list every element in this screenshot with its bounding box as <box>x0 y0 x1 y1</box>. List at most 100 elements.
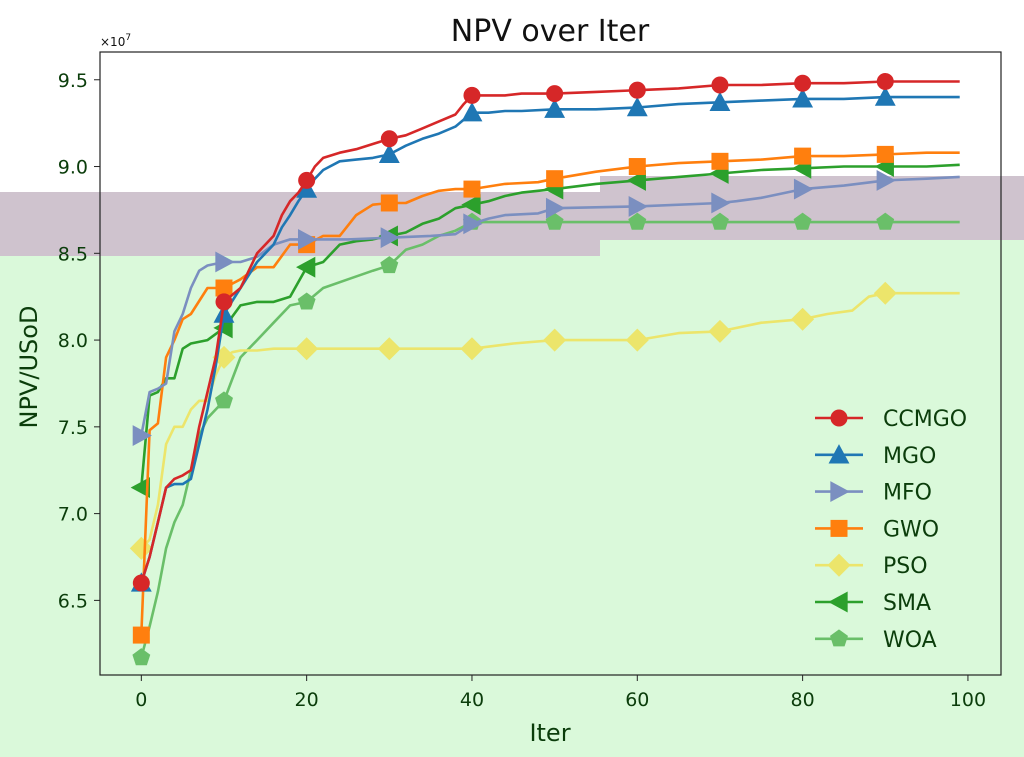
series-marker <box>463 86 481 104</box>
legend-marker <box>827 553 851 577</box>
series-marker <box>546 170 564 188</box>
legend-item-mgo: MGO <box>815 444 936 469</box>
series-ccmgo <box>132 73 960 592</box>
series-marker <box>130 477 150 499</box>
series-marker <box>380 256 399 274</box>
series-marker <box>874 86 896 106</box>
legend-item-pso: PSO <box>815 553 928 579</box>
y-axis-multiplier: ×107 <box>100 33 131 49</box>
y-tick-label: 7.0 <box>58 504 88 526</box>
y-axis-multiplier-base: ×10 <box>100 35 125 49</box>
x-tick-label: 60 <box>625 689 649 711</box>
y-tick-label: 6.5 <box>58 590 88 612</box>
series-marker <box>711 212 729 230</box>
upper-band-right <box>600 176 1024 240</box>
series-marker <box>463 180 481 198</box>
legend-item-woa: WOA <box>815 628 937 653</box>
series-marker <box>132 574 150 592</box>
series-marker <box>215 251 235 273</box>
legend-marker <box>828 591 848 613</box>
series-marker <box>461 194 481 216</box>
y-axis: 6.5 7.0 7.5 8.0 8.5 9.0 9.5 <box>58 70 100 612</box>
series-marker <box>711 76 729 94</box>
legend-marker <box>830 481 850 503</box>
series-marker <box>626 169 646 191</box>
series-marker <box>380 130 398 148</box>
series-marker <box>295 256 316 278</box>
legend: CCMGO MGO MFO GWO PSO SMA WOA <box>815 407 967 653</box>
series-marker <box>129 536 153 560</box>
series-marker <box>628 81 646 99</box>
series-line <box>140 95 960 584</box>
series-marker <box>461 102 483 122</box>
series-marker <box>460 337 484 361</box>
y-axis-label: NPV/USoD <box>15 306 43 429</box>
legend-item-sma: SMA <box>815 591 931 616</box>
series-line <box>140 291 960 550</box>
y-axis-multiplier-exponent: 7 <box>125 33 131 43</box>
series-marker <box>794 74 812 92</box>
series-marker <box>297 228 318 250</box>
x-tick-label: 80 <box>791 689 815 711</box>
series-marker <box>628 158 646 176</box>
y-tick-label: 9.5 <box>58 70 88 92</box>
series-marker <box>380 227 400 249</box>
series-marker <box>132 648 151 666</box>
series-marker <box>298 171 316 189</box>
legend-label: MFO <box>883 481 932 506</box>
x-tick-label: 20 <box>295 689 319 711</box>
series-marker <box>132 425 152 446</box>
series-marker <box>378 143 400 164</box>
series-pso <box>129 281 960 560</box>
series-marker <box>625 328 649 352</box>
legend-marker <box>830 629 848 647</box>
series-marker <box>213 303 235 323</box>
legend-label: MGO <box>883 444 936 469</box>
legend-label: SMA <box>883 591 931 616</box>
y-tick-label: 8.0 <box>58 330 88 352</box>
series-line <box>140 220 960 658</box>
series-marker <box>380 194 398 212</box>
background-bands <box>0 176 1024 757</box>
series-marker <box>876 145 894 163</box>
series-marker <box>708 319 732 343</box>
legend-label: CCMGO <box>883 407 967 432</box>
chart-title: NPV over Iter <box>451 14 650 49</box>
series-marker <box>297 292 316 310</box>
x-tick-label: 0 <box>135 689 147 711</box>
legend-item-gwo: GWO <box>815 517 939 542</box>
series-marker <box>876 212 895 230</box>
series-marker <box>463 213 483 235</box>
series-marker <box>215 391 233 409</box>
series-marker <box>791 307 815 331</box>
series-marker <box>295 337 319 361</box>
series-marker <box>794 147 812 165</box>
series-marker <box>377 337 401 361</box>
series-layer <box>129 73 960 666</box>
series-marker <box>545 212 564 230</box>
legend-marker <box>830 409 848 427</box>
x-axis: 0 20 40 60 80 100 <box>135 675 986 711</box>
y-tick-label: 9.0 <box>58 157 88 179</box>
series-marker <box>132 626 150 644</box>
series-marker <box>793 178 814 200</box>
x-tick-label: 40 <box>460 689 484 711</box>
series-woa <box>132 212 960 666</box>
series-marker <box>628 212 647 230</box>
series-marker <box>626 96 648 117</box>
series-marker <box>545 197 566 219</box>
series-marker <box>711 152 729 170</box>
y-tick-label: 7.5 <box>58 417 88 439</box>
series-marker <box>792 88 814 108</box>
series-marker <box>876 169 896 191</box>
series-marker <box>628 196 648 217</box>
legend-label: WOA <box>883 628 937 653</box>
legend-label: PSO <box>883 554 928 579</box>
plot-frame <box>99 51 1002 676</box>
legend-marker <box>828 444 850 464</box>
series-marker <box>215 293 233 311</box>
lower-band <box>0 240 1024 757</box>
series-marker <box>544 98 566 118</box>
x-tick-label: 100 <box>950 689 986 711</box>
legend-item-mfo: MFO <box>815 481 932 506</box>
